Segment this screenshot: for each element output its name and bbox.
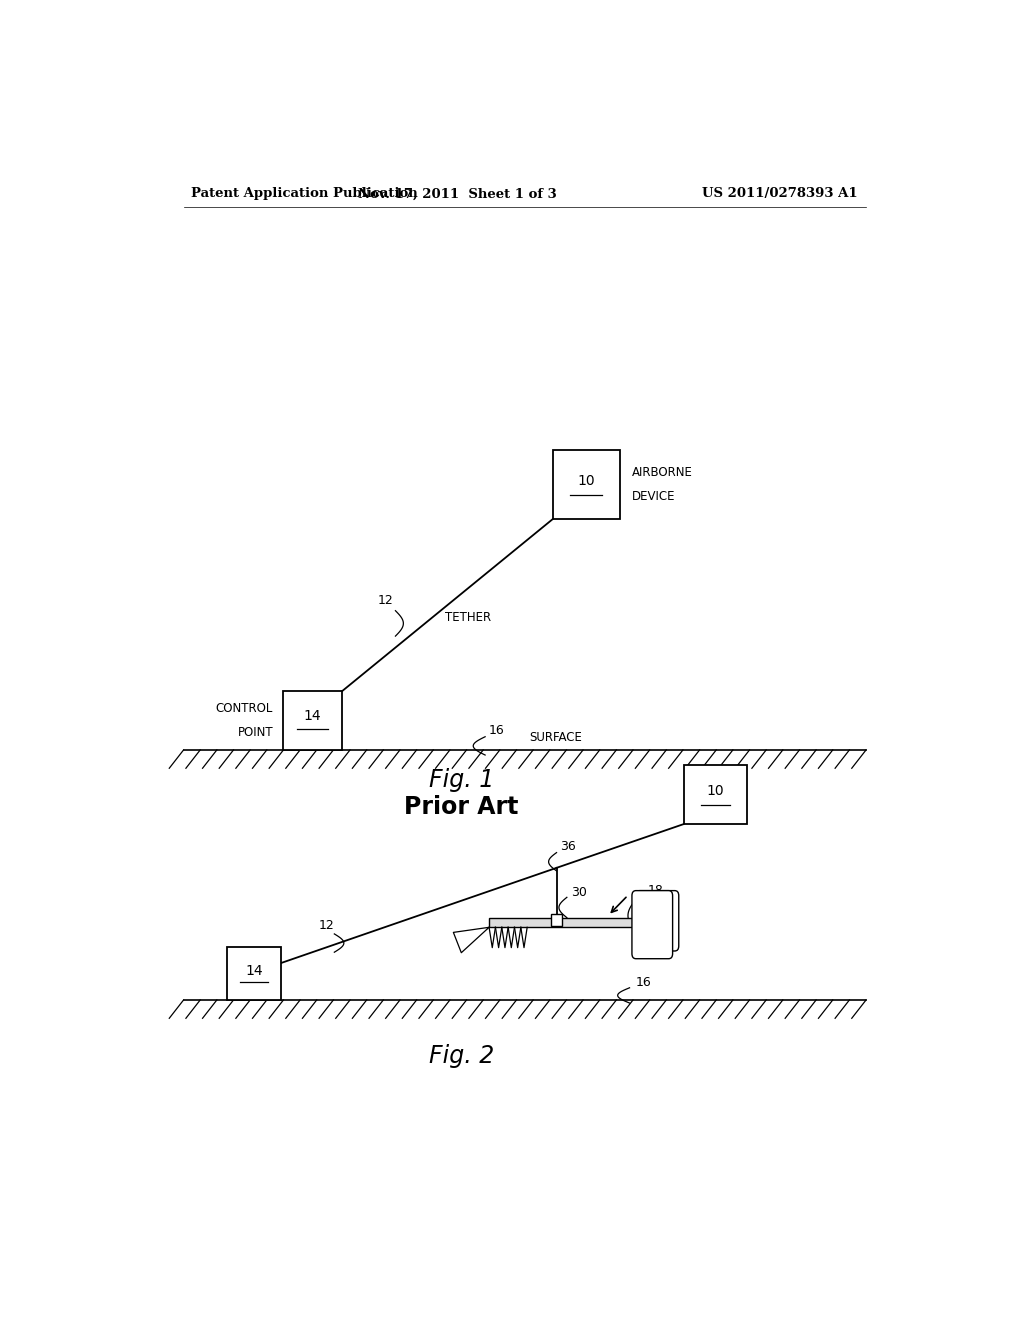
Text: SURFACE: SURFACE [528, 731, 582, 744]
Text: CONTROL: CONTROL [216, 702, 273, 714]
FancyBboxPatch shape [636, 891, 679, 950]
Text: US 2011/0278393 A1: US 2011/0278393 A1 [702, 187, 858, 201]
Text: AIRBORNE: AIRBORNE [632, 466, 693, 479]
Bar [551, 913, 562, 925]
Text: Prior Art: Prior Art [404, 795, 518, 818]
Text: TETHER: TETHER [445, 611, 492, 624]
Text: 14: 14 [304, 709, 322, 723]
Text: 10: 10 [707, 784, 724, 797]
Text: DEVICE: DEVICE [632, 490, 676, 503]
Text: 16: 16 [636, 977, 651, 989]
Text: Fig. 1: Fig. 1 [429, 768, 494, 792]
Bar [227, 948, 282, 1001]
Text: 12: 12 [318, 919, 334, 932]
Text: POINT: POINT [238, 726, 273, 739]
Text: 14: 14 [246, 964, 263, 978]
Bar [283, 690, 342, 750]
Text: 12: 12 [378, 594, 394, 607]
Text: 36: 36 [560, 840, 577, 853]
Text: 10: 10 [578, 474, 595, 487]
Bar [684, 766, 746, 824]
Text: Patent Application Publication: Patent Application Publication [191, 187, 418, 201]
Bar [553, 450, 621, 519]
Bar [489, 919, 644, 928]
Text: 16: 16 [489, 725, 505, 737]
Text: Fig. 2: Fig. 2 [429, 1044, 494, 1068]
Text: 30: 30 [570, 886, 587, 899]
Text: 18: 18 [648, 883, 664, 896]
FancyBboxPatch shape [632, 891, 673, 958]
Text: Nov. 17, 2011  Sheet 1 of 3: Nov. 17, 2011 Sheet 1 of 3 [358, 187, 557, 201]
Polygon shape [454, 928, 489, 953]
